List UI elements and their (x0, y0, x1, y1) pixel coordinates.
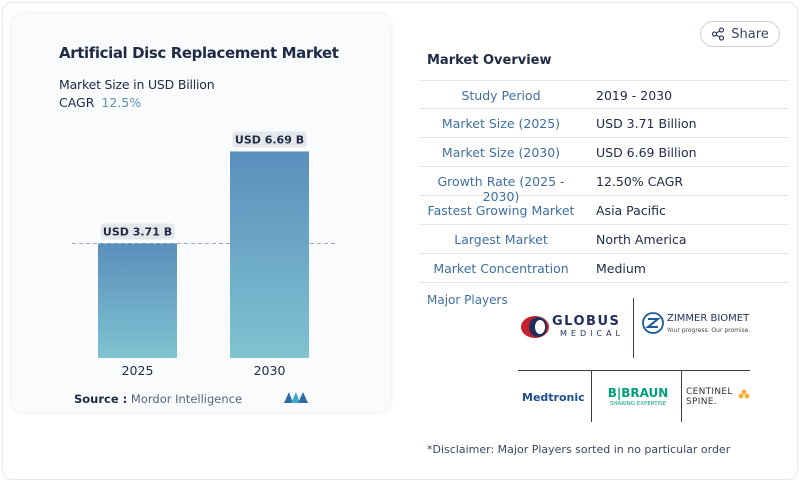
data-label-bg (100, 223, 175, 240)
overview-row: Study Period 2019 - 2030 (419, 80, 789, 109)
bbraun-name-text: B|BRAUN (607, 386, 669, 400)
overview-key: Market Size (2030) (441, 145, 561, 160)
overview-key: Growth Rate (2025 - 2030) (437, 174, 565, 204)
chart-source: Source : Mordor Intelligence (74, 392, 242, 406)
overview-row: Market Size (2025) USD 3.71 Billion (419, 109, 789, 138)
major-players-title: Major Players (427, 293, 508, 307)
overview-value: USD 3.71 Billion (596, 116, 697, 131)
cagr-label: CAGR (59, 95, 95, 110)
share-icon (712, 27, 725, 41)
chart-cagr: CAGR 12.5% (59, 95, 141, 110)
centinel-top-text: CENTINEL (686, 387, 733, 397)
zimmer-tagline-text: Your progress. Our promise. (667, 327, 751, 334)
overview-value: 2019 - 2030 (596, 88, 673, 103)
overview-key: Market Concentration (433, 261, 569, 276)
market-overview-table: Study Period 2019 - 2030 Market Size (2025… (419, 80, 789, 283)
share-label: Share (731, 26, 769, 42)
logo-divider (518, 370, 750, 371)
overview-key: Largest Market (454, 232, 548, 247)
overview-row: Market Concentration Medium (419, 254, 789, 283)
data-label-bg (232, 131, 307, 148)
source-value: Mordor Intelligence (130, 392, 243, 406)
globus-top-text: GLOBUS (552, 314, 621, 329)
logo-divider (633, 298, 634, 358)
category-label: 2030 (254, 363, 286, 378)
overview-key: Fastest Growing Market (427, 203, 575, 218)
cagr-value: 12.5% (101, 95, 142, 110)
bar-2025 (98, 243, 177, 358)
overview-value: Asia Pacific (596, 203, 666, 218)
zimmer-z-icon (642, 312, 664, 334)
logo-divider (591, 370, 592, 422)
bar-2030 (230, 151, 309, 358)
overview-value: 12.50% CAGR (596, 174, 684, 189)
share-button[interactable]: Share (700, 21, 780, 47)
logo-divider (681, 370, 682, 422)
overview-key: Market Size (2025) (441, 116, 561, 131)
data-label: USD 3.71 B (103, 225, 172, 238)
overview-row: Growth Rate (2025 - 2030) 12.50% CAGR (419, 167, 789, 204)
overview-row: Fastest Growing Market Asia Pacific (419, 196, 789, 225)
bbraun-logo: B|BRAUN SHARING EXPERTISE (598, 386, 678, 407)
chart-subtitle: Market Size in USD Billion (59, 77, 215, 92)
medtronic-logo: Medtronic (522, 391, 585, 404)
centinel-flower-icon (738, 389, 750, 399)
centinel-bottom-text: SPINE. (686, 397, 717, 407)
globus-medical-logo: GLOBUS MEDICAL (520, 312, 630, 342)
bbraun-tagline-text: SHARING EXPERTISE (609, 401, 667, 407)
zimmer-biomet-logo: ZIMMER BIOMET Your progress. Our promise… (642, 310, 754, 340)
globus-bottom-text: MEDICAL (560, 329, 624, 338)
chart-title: Artificial Disc Replacement Market (59, 44, 339, 62)
overview-value: USD 6.69 Billion (596, 145, 697, 160)
disclaimer: *Disclaimer: Major Players sorted in no … (427, 443, 731, 456)
overview-value: Medium (596, 261, 646, 276)
market-overview-title: Market Overview (427, 53, 552, 68)
overview-row: Largest Market North America (419, 225, 789, 254)
chart-card (12, 14, 390, 412)
overview-value: North America (596, 232, 687, 247)
zimmer-name-text: ZIMMER BIOMET (667, 313, 750, 324)
overview-key: Study Period (461, 88, 541, 103)
mordor-logo-icon (284, 392, 308, 403)
major-players-logos: GLOBUS MEDICAL ZIMMER BIOMET Your progre… (512, 296, 756, 426)
overview-row: Market Size (2030) USD 6.69 Billion (419, 138, 789, 167)
source-label: Source : (74, 392, 128, 406)
bar-chart: USD 3.71 B 2025 USD 6.69 B 2030 (72, 131, 336, 378)
centinel-spine-logo: CENTINEL SPINE. (686, 387, 756, 407)
data-label: USD 6.69 B (235, 133, 304, 146)
globus-globe-icon (521, 316, 549, 338)
category-label: 2025 (122, 363, 154, 378)
